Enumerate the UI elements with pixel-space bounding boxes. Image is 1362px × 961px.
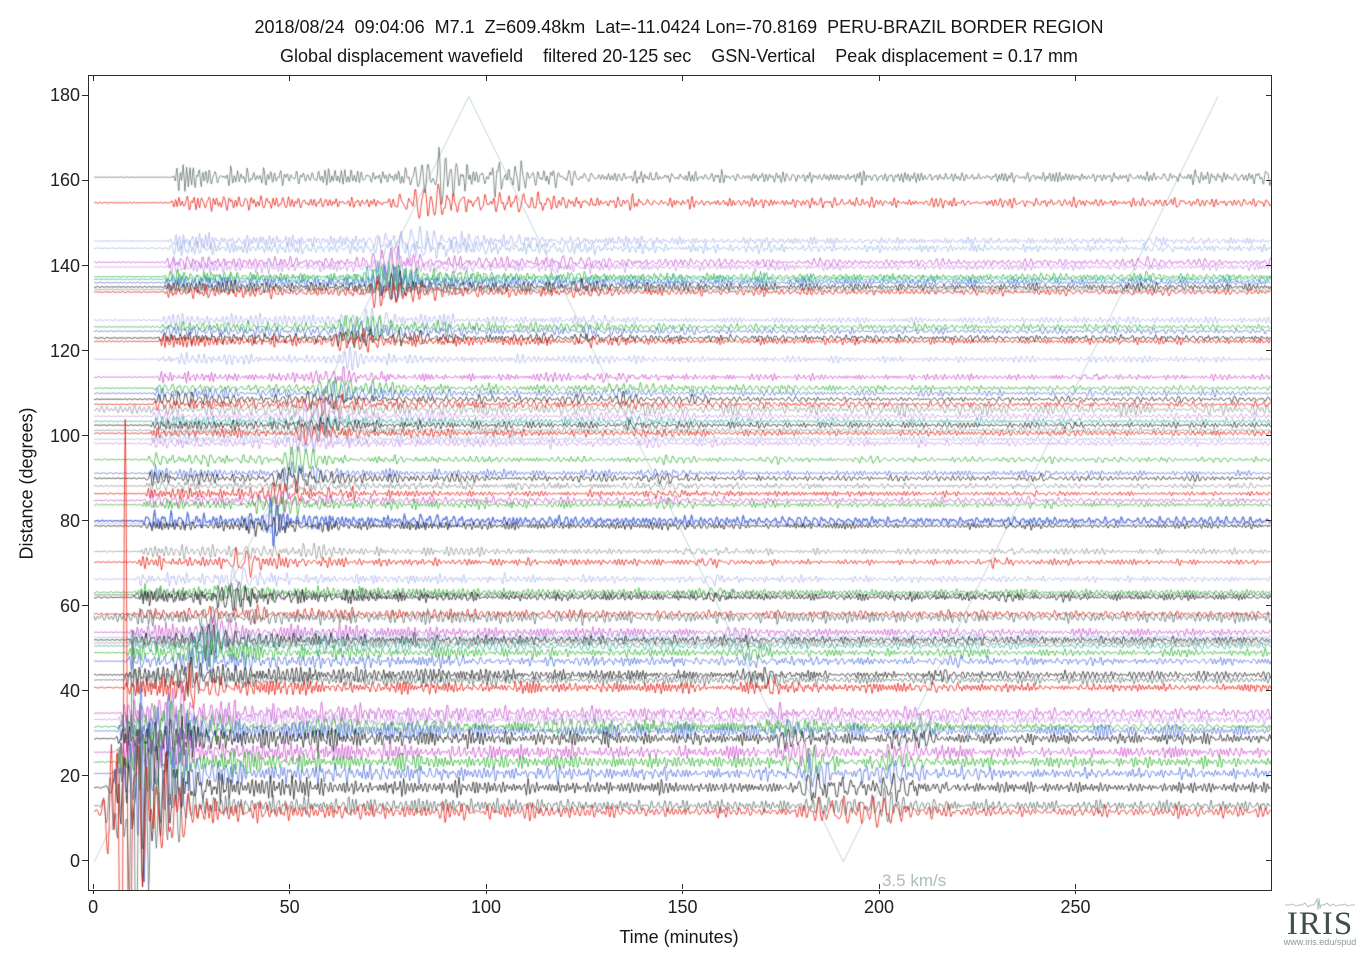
x-tick-mark-out — [289, 890, 291, 894]
y-tick-mark — [82, 605, 88, 607]
y-tick-label: 140 — [49, 255, 80, 276]
y-tick-label: 80 — [59, 510, 80, 531]
y-tick-label: 180 — [49, 85, 80, 106]
x-tick-mark-top — [1074, 76, 1076, 81]
figure-subtitle: Global displacement wavefield filtered 2… — [280, 46, 1078, 66]
y-tick-label: 40 — [59, 680, 80, 701]
x-tick-label: 50 — [279, 897, 300, 917]
y-tick-label: 100 — [49, 425, 80, 446]
y-tick-mark-right — [1266, 860, 1271, 862]
x-tick-mark-top — [289, 76, 291, 81]
x-tick-mark — [92, 884, 94, 889]
y-tick-mark — [82, 690, 88, 692]
y-tick-mark — [82, 520, 88, 522]
figure-title: 2018/08/24 09:04:06 M7.1 Z=609.48km Lat=… — [254, 17, 1104, 37]
x-tick-mark-top — [485, 76, 487, 81]
x-tick-label: 250 — [1060, 897, 1091, 917]
iris-logo-squiggle-icon — [1285, 897, 1355, 911]
plot-area: 3.5 km/s — [88, 75, 1272, 891]
iris-logo: IRIS www.iris.edu/spud — [1281, 897, 1359, 947]
x-tick-mark-top — [92, 76, 94, 81]
y-tick-mark — [82, 94, 88, 96]
x-tick-label: 100 — [471, 897, 502, 917]
y-tick-label: 120 — [49, 340, 80, 361]
y-tick-label: 20 — [59, 765, 80, 786]
y-tick-mark-right — [1266, 775, 1271, 777]
y-tick-mark-right — [1266, 94, 1271, 96]
y-tick-label: 160 — [49, 170, 80, 191]
y-tick-mark — [82, 860, 88, 862]
x-tick-mark-top — [682, 76, 684, 81]
x-tick-mark-top — [878, 76, 880, 81]
y-tick-mark-right — [1266, 435, 1271, 437]
x-tick-label: 150 — [667, 897, 698, 917]
x-tick-mark — [289, 884, 291, 889]
y-tick-mark — [82, 350, 88, 352]
y-tick-mark — [82, 179, 88, 181]
x-tick-mark — [1074, 884, 1076, 889]
iris-logo-url: www.iris.edu/spud — [1283, 937, 1357, 947]
x-tick-mark-out — [1074, 890, 1076, 894]
y-tick-label: 60 — [59, 595, 80, 616]
x-tick-label: 200 — [863, 897, 895, 917]
y-tick-mark — [82, 435, 88, 437]
x-tick-mark-out — [878, 890, 880, 894]
y-tick-label: 0 — [69, 850, 80, 871]
seismogram-canvas — [89, 76, 1271, 890]
y-tick-mark — [82, 265, 88, 267]
x-tick-mark-out — [485, 890, 487, 894]
x-tick-mark — [485, 884, 487, 889]
moveout-velocity-label: 3.5 km/s — [881, 871, 947, 891]
y-tick-mark-right — [1266, 350, 1271, 352]
y-axis-label: Distance (degrees) — [16, 407, 37, 560]
x-tick-label: 0 — [88, 897, 99, 917]
y-tick-mark-right — [1266, 605, 1271, 607]
y-tick-mark-right — [1266, 265, 1271, 267]
y-tick-mark-right — [1266, 520, 1271, 522]
y-tick-mark-right — [1266, 690, 1271, 692]
iris-logo-text: IRIS — [1286, 906, 1354, 942]
x-tick-mark-out — [92, 890, 94, 894]
x-tick-mark-out — [682, 890, 684, 894]
x-tick-mark — [878, 884, 880, 889]
y-tick-mark — [82, 775, 88, 777]
y-tick-mark-right — [1266, 179, 1271, 181]
x-axis-label: Time (minutes) — [619, 927, 739, 947]
x-tick-mark — [682, 884, 684, 889]
